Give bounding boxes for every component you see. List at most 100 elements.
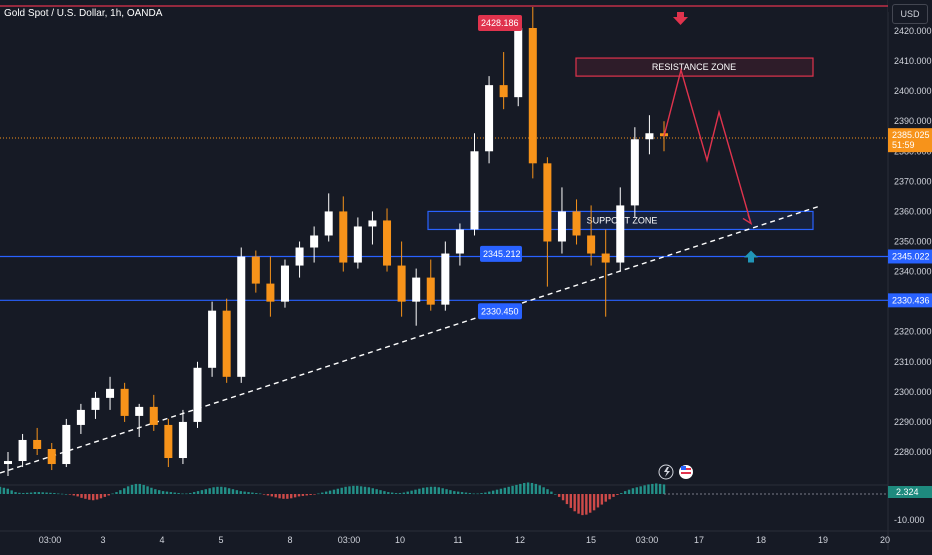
macd-bar [387, 492, 390, 494]
macd-bar [115, 492, 118, 494]
macd-bar [639, 486, 642, 494]
macd-value-tag [888, 486, 932, 498]
macd-bar [627, 489, 631, 494]
macd-bar [589, 494, 592, 513]
macd-bar [425, 487, 429, 494]
candle-body [47, 448, 56, 465]
macd-bar [332, 489, 336, 494]
candle-body [528, 27, 537, 164]
macd-bar [340, 487, 343, 494]
macd-bar [76, 494, 79, 497]
macd-bar [352, 485, 355, 494]
macd-bar [402, 492, 406, 494]
macd-bar [290, 494, 293, 499]
macd-bar [631, 488, 635, 494]
price-label-text: 2330.450 [481, 306, 519, 316]
macd-bar [367, 487, 371, 494]
level-price-tag-text: 2330.436 [892, 295, 930, 305]
time-tick-label: 5 [218, 535, 223, 545]
macd-bar [107, 494, 110, 496]
macd-bar [91, 494, 95, 501]
macd-bar [305, 494, 308, 496]
macd-bar [519, 483, 522, 494]
candle-body [426, 277, 435, 305]
macd-bar [158, 490, 161, 494]
price-tick-label: 2340.000 [894, 267, 932, 277]
macd-bar [239, 491, 242, 494]
macd-bar [379, 490, 382, 494]
price-tick-label: 2320.000 [894, 327, 932, 337]
price-tick-label: 2410.000 [894, 56, 932, 66]
macd-bar [476, 493, 479, 495]
currency-button[interactable]: USD [892, 4, 928, 24]
macd-bar [68, 494, 72, 495]
projection-polyline[interactable] [663, 67, 752, 224]
macd-bar [103, 494, 107, 497]
price-tick-label: 2360.000 [894, 206, 932, 216]
macd-bar [80, 494, 83, 498]
time-tick-label: 20 [880, 535, 890, 545]
macd-bar [557, 494, 561, 497]
macd-bar [394, 493, 398, 494]
macd-bar [33, 492, 37, 494]
macd-bar [282, 494, 285, 499]
candle-body [251, 256, 260, 284]
macd-bar [550, 491, 553, 494]
price-tick-label: 2300.000 [894, 387, 932, 397]
price-axis[interactable]: 2280.000 2290.000 2300.000 2310.000 2320.000… [894, 26, 932, 457]
macd-bar [227, 488, 231, 494]
macd-value-tag-text: 2.324 [896, 487, 919, 497]
macd-bar [390, 492, 394, 494]
macd-bar [177, 493, 180, 494]
macd-bar [468, 493, 472, 494]
macd-bar [130, 484, 134, 494]
lightning-icon[interactable] [658, 464, 674, 480]
macd-bar [22, 493, 25, 494]
macd-bar [418, 488, 421, 494]
macd-bar [14, 492, 17, 494]
candle-body [76, 409, 85, 425]
macd-bar [616, 494, 619, 495]
macd-bar [41, 492, 44, 494]
candle-body [455, 229, 464, 254]
up-arrow-marker [744, 250, 758, 263]
candle-body [630, 139, 639, 206]
macd-bar [18, 492, 21, 494]
candle-body [164, 424, 173, 459]
macd-bar [49, 492, 52, 494]
time-tick-label: 19 [818, 535, 828, 545]
candle-body [33, 439, 42, 449]
candle-body [310, 235, 319, 248]
macd-bar [464, 492, 468, 494]
event-markers[interactable] [658, 464, 693, 480]
macd-bar [460, 492, 464, 494]
macd-bar [410, 490, 413, 494]
time-tick-label: 11 [453, 535, 462, 545]
time-axis[interactable]: 03:00 3 4 5 8 03:00 10 11 12 15 03:00 17 18 19 20 [39, 535, 890, 545]
macd-bar [154, 489, 157, 494]
time-tick-label: 10 [395, 535, 405, 545]
macd-bar [542, 487, 545, 494]
macd-bar [635, 487, 639, 494]
macd-bar [119, 490, 122, 494]
macd-bar [546, 489, 549, 494]
candle-body [295, 247, 304, 266]
price-tick-label: 2280.000 [894, 447, 932, 457]
macd-bar [45, 492, 48, 494]
macd-bar [111, 493, 114, 495]
macd-bar [185, 493, 188, 495]
time-tick-label: 3 [100, 535, 105, 545]
macd-bar [255, 493, 258, 494]
macd-bar [336, 488, 340, 494]
macd-bar [484, 492, 487, 494]
level-price-tag [888, 293, 932, 308]
last-price-countdown-text: 51:59 [892, 140, 915, 150]
macd-bar [262, 494, 266, 495]
candle-body [543, 163, 552, 242]
projection-path[interactable] [663, 11, 758, 263]
macd-bar [453, 491, 456, 494]
macd-bar [317, 493, 320, 495]
resistance-zone[interactable] [575, 57, 814, 77]
